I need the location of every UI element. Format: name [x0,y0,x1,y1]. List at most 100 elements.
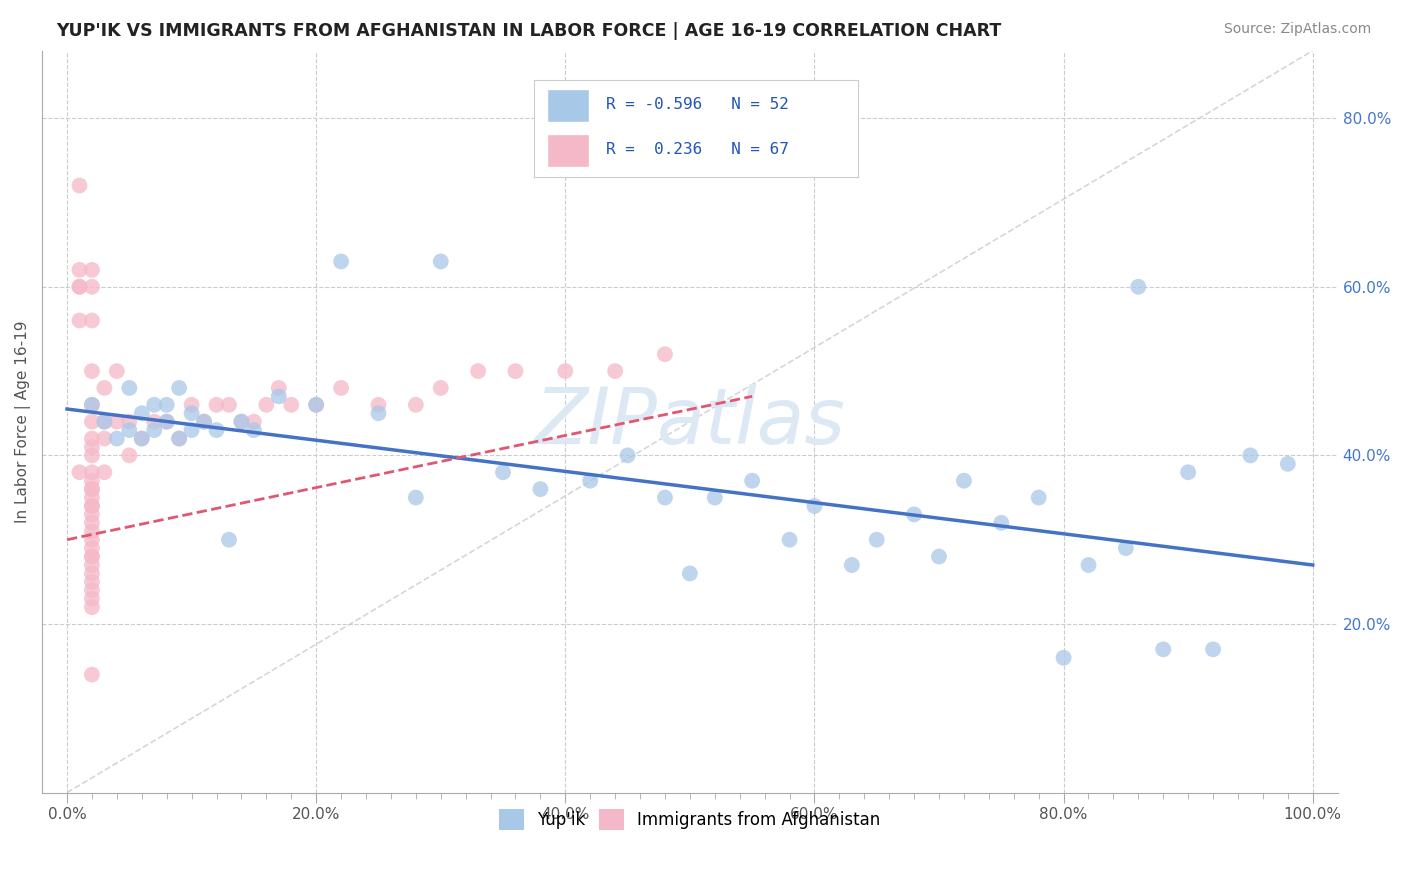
Point [80,574,103,589]
Point [654,491,676,505]
Point [492,465,515,479]
Point [1115,541,1137,556]
Point [118,415,141,429]
Point [80,491,103,505]
Point [330,254,353,268]
Point [69,279,91,293]
Point [205,423,228,437]
Point [80,549,103,564]
Point [193,415,215,429]
Point [80,667,103,681]
Point [143,423,166,437]
Point [405,491,427,505]
Point [505,364,527,378]
Point [80,583,103,598]
Point [243,423,266,437]
Point [605,364,627,378]
Point [841,558,863,572]
Point [305,398,328,412]
Point [80,524,103,539]
Point [1277,457,1299,471]
Point [80,600,103,615]
Point [529,482,551,496]
Point [69,465,91,479]
Point [928,549,950,564]
Point [1052,650,1074,665]
Point [231,415,253,429]
Point [429,381,451,395]
Point [305,398,328,412]
Point [105,364,128,378]
Point [243,415,266,429]
Point [80,415,103,429]
Point [1128,279,1150,293]
Point [156,415,179,429]
Point [579,474,602,488]
Point [654,347,676,361]
Point [80,440,103,454]
Point [131,432,153,446]
Point [205,398,228,412]
Point [953,474,976,488]
Point [93,415,115,429]
Point [1152,642,1174,657]
Point [741,474,763,488]
Point [167,432,190,446]
Point [467,364,489,378]
Point [80,516,103,530]
Point [80,508,103,522]
Point [80,398,103,412]
Point [93,432,115,446]
Point [80,263,103,277]
Point [167,432,190,446]
Point [180,398,202,412]
Point [80,541,103,556]
Y-axis label: In Labor Force | Age 16-19: In Labor Force | Age 16-19 [15,320,31,523]
Point [93,415,115,429]
Point [69,313,91,327]
Point [131,432,153,446]
Point [1177,465,1199,479]
Point [554,364,576,378]
Point [69,263,91,277]
Point [903,508,925,522]
Point [616,449,638,463]
Point [118,423,141,437]
Point [143,398,166,412]
Point [405,398,427,412]
Point [80,533,103,547]
Point [80,279,103,293]
Point [330,381,353,395]
Point [80,499,103,513]
Point [105,432,128,446]
Point [367,406,389,420]
Point [367,398,389,412]
Point [118,381,141,395]
Point [1239,449,1261,463]
Point [80,313,103,327]
Text: Source: ZipAtlas.com: Source: ZipAtlas.com [1223,22,1371,37]
Point [80,449,103,463]
Point [218,398,240,412]
Point [866,533,889,547]
Point [80,566,103,581]
Point [80,465,103,479]
Point [779,533,801,547]
Point [80,432,103,446]
Point [131,406,153,420]
Point [180,423,202,437]
Point [703,491,725,505]
Point [80,591,103,606]
Point [156,398,179,412]
Point [80,549,103,564]
Point [254,398,277,412]
Point [1077,558,1099,572]
Point [80,558,103,572]
Point [679,566,702,581]
Point [429,254,451,268]
Legend: Yup'ik, Immigrants from Afghanistan: Yup'ik, Immigrants from Afghanistan [492,803,887,837]
Point [218,533,240,547]
Point [1202,642,1225,657]
Point [105,415,128,429]
Point [93,381,115,395]
